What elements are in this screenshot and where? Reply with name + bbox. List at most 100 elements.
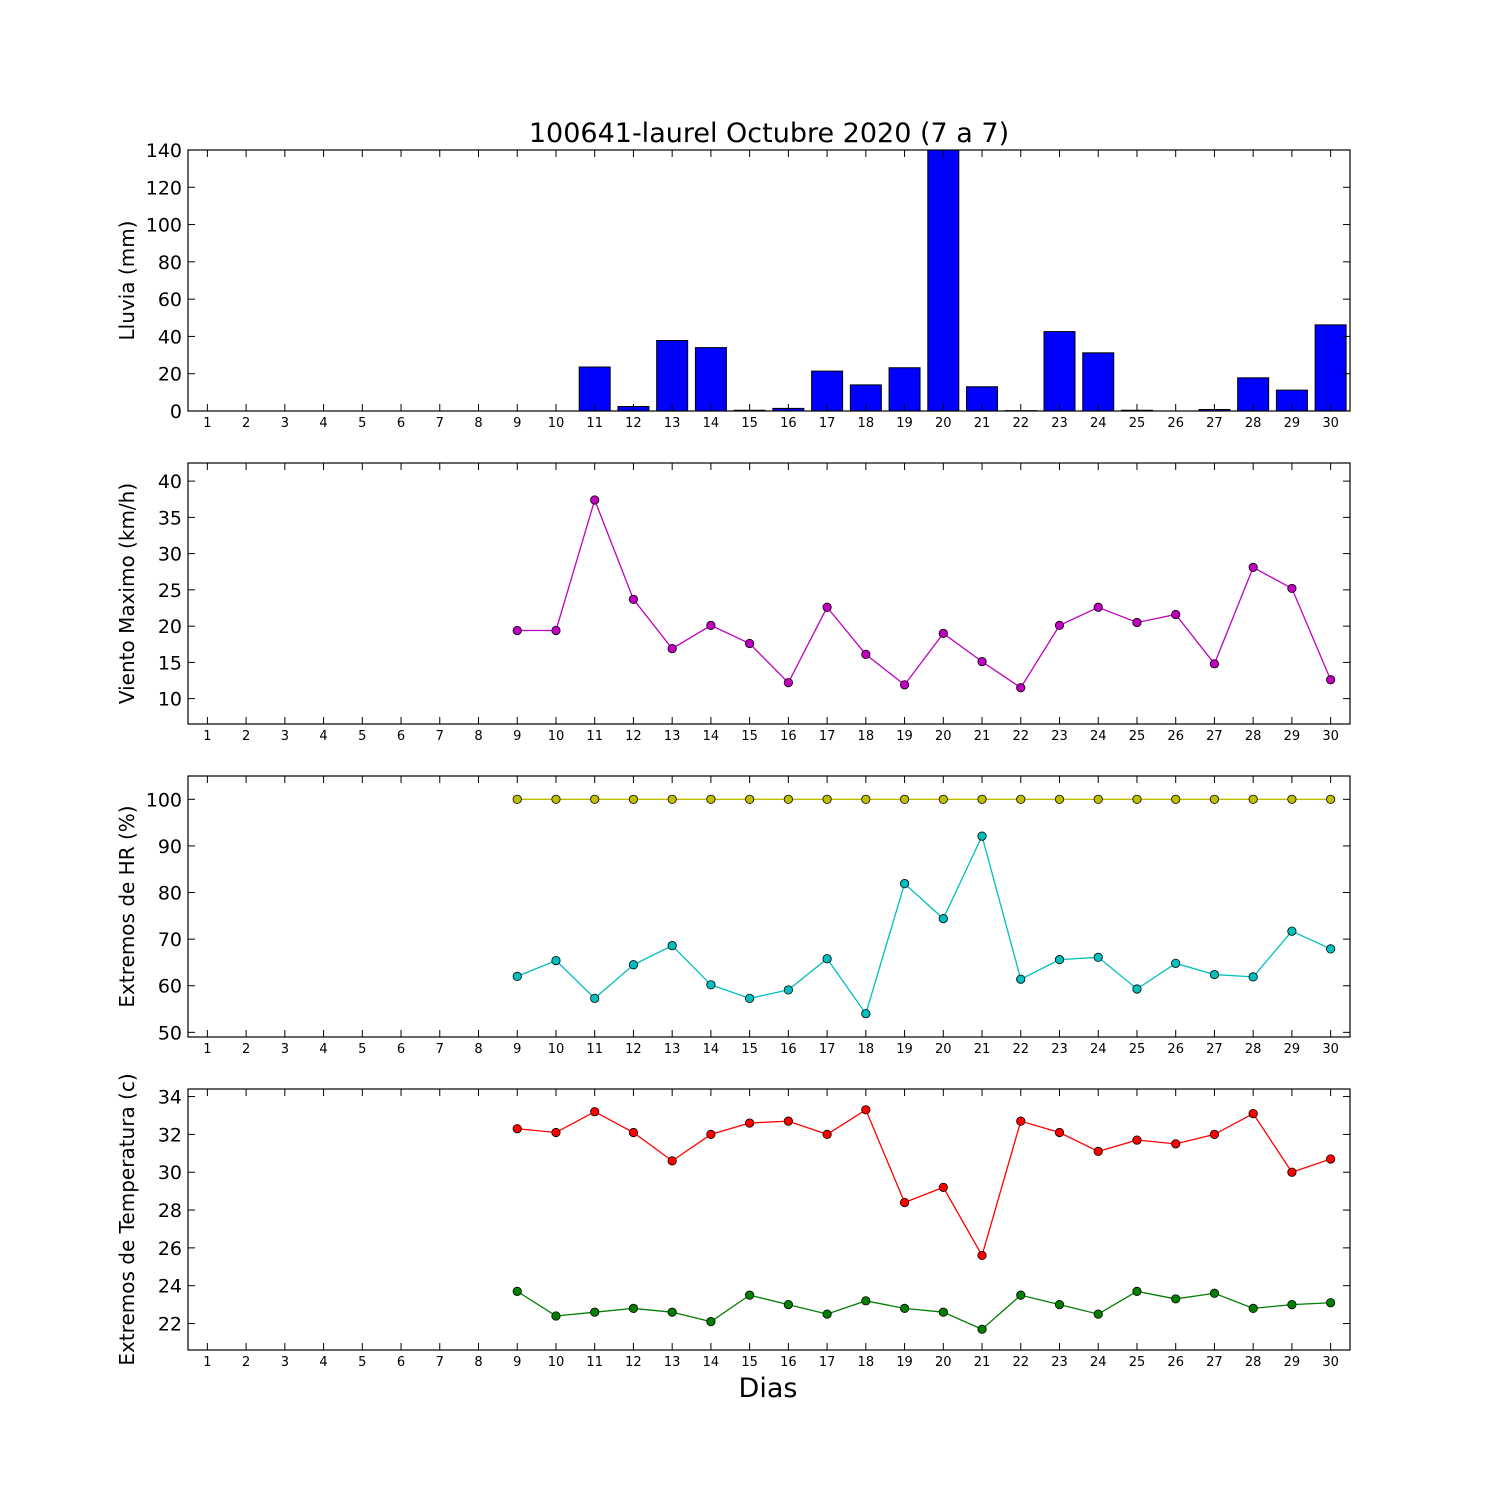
bar <box>694 347 727 412</box>
data-point <box>899 1197 910 1208</box>
x-tick-label: 5 <box>358 1042 366 1057</box>
x-tick-label: 15 <box>741 416 758 431</box>
x-tick-label: 2 <box>242 1355 250 1370</box>
data-point <box>1171 1139 1181 1149</box>
data-point <box>977 1250 987 1261</box>
y-tick-label: 80 <box>158 883 182 905</box>
data-point <box>590 1107 600 1117</box>
data-point <box>822 954 832 964</box>
data-point <box>1016 1290 1026 1300</box>
y-tick-label: 40 <box>158 326 182 348</box>
x-tick-label: 17 <box>819 729 836 744</box>
y-tick-label: 40 <box>158 471 182 493</box>
data-point <box>512 794 522 804</box>
x-tick-label: 14 <box>703 1042 720 1057</box>
x-tick-label: 17 <box>819 1042 836 1057</box>
data-point <box>551 1127 561 1138</box>
x-tick-label: 27 <box>1206 1355 1223 1370</box>
x-tick-label: 27 <box>1206 729 1223 744</box>
x-tick-label: 13 <box>664 1355 681 1370</box>
x-tick-label: 8 <box>474 416 482 431</box>
data-point <box>899 794 910 804</box>
data-point <box>1326 675 1336 685</box>
x-tick-label: 10 <box>548 416 565 431</box>
series-line <box>517 497 1332 689</box>
x-tick-label: 14 <box>703 1355 720 1370</box>
x-tick-label: 1 <box>203 1042 211 1057</box>
data-point <box>590 993 600 1003</box>
y-tick-label: 100 <box>146 215 182 237</box>
y-tick-label: 140 <box>146 140 182 162</box>
x-tick-label: 19 <box>896 416 913 431</box>
x-tick-label: 23 <box>1051 416 1068 431</box>
data-point <box>628 1127 639 1138</box>
x-tick-label: 13 <box>664 729 681 744</box>
data-point <box>938 914 948 924</box>
x-tick-label: 2 <box>242 729 250 744</box>
x-tick-label: 15 <box>741 1355 758 1370</box>
data-point <box>899 879 910 889</box>
x-tick-label: 23 <box>1051 1042 1068 1057</box>
plot-frame <box>187 1088 1351 1351</box>
data-point <box>899 1303 910 1313</box>
x-tick-label: 20 <box>935 416 952 431</box>
y-tick-label: 25 <box>158 580 182 602</box>
x-tick-label: 20 <box>935 1355 952 1370</box>
x-tick-label: 11 <box>586 729 603 744</box>
data-point <box>1016 1116 1026 1126</box>
y-tick-label: 60 <box>158 289 182 311</box>
data-point <box>861 794 871 804</box>
plot-frame <box>187 462 1351 725</box>
x-tick-label: 3 <box>281 729 289 744</box>
data-point <box>1326 944 1336 954</box>
y-tick-label: 28 <box>158 1200 182 1222</box>
x-tick-label: 5 <box>358 1355 366 1370</box>
bar <box>578 366 611 412</box>
data-point <box>551 1311 561 1321</box>
x-tick-label: 6 <box>397 729 405 744</box>
data-point <box>822 1309 832 1319</box>
y-tick-label: 32 <box>158 1124 182 1146</box>
x-tick-label: 23 <box>1051 1355 1068 1370</box>
x-tick-label: 17 <box>819 1355 836 1370</box>
data-point <box>512 1124 522 1134</box>
data-point <box>1016 794 1026 804</box>
data-point <box>1093 602 1103 612</box>
x-tick-label: 27 <box>1206 1042 1223 1057</box>
x-tick-label: 16 <box>780 1042 797 1057</box>
x-tick-label: 12 <box>625 1355 642 1370</box>
y-tick-label: 120 <box>146 177 182 199</box>
y-tick-label: 34 <box>158 1087 182 1109</box>
x-tick-label: 4 <box>319 1355 327 1370</box>
data-point <box>1093 952 1103 962</box>
data-point <box>861 1105 871 1115</box>
data-point <box>1248 562 1258 573</box>
x-tick-label: 3 <box>281 1355 289 1370</box>
y-tick-label: 80 <box>158 252 182 274</box>
data-point <box>938 1307 948 1317</box>
data-point <box>938 1182 948 1192</box>
x-tick-label: 10 <box>548 729 565 744</box>
x-tick-label: 4 <box>319 729 327 744</box>
data-point <box>1209 1288 1220 1298</box>
x-tick-label: 25 <box>1129 1355 1146 1370</box>
x-tick-label: 20 <box>935 729 952 744</box>
x-tick-label: 18 <box>858 729 875 744</box>
data-point <box>1054 620 1065 631</box>
x-tick-label: 30 <box>1322 416 1339 431</box>
plot-frame <box>187 149 1351 412</box>
x-tick-label: 28 <box>1245 1355 1262 1370</box>
x-tick-label: 14 <box>703 416 720 431</box>
y-axis-label: Extremos de Temperatura (c) <box>115 1073 139 1365</box>
y-axis-label: Extremos de HR (%) <box>115 805 139 1007</box>
x-tick-label: 19 <box>896 1042 913 1057</box>
data-point <box>783 985 793 995</box>
x-tick-label: 22 <box>1012 1355 1029 1370</box>
data-point <box>977 794 987 804</box>
x-tick-label: 6 <box>397 1042 405 1057</box>
data-point <box>1326 794 1336 804</box>
x-tick-label: 5 <box>358 416 366 431</box>
x-tick-label: 13 <box>664 416 681 431</box>
x-tick-label: 22 <box>1012 729 1029 744</box>
